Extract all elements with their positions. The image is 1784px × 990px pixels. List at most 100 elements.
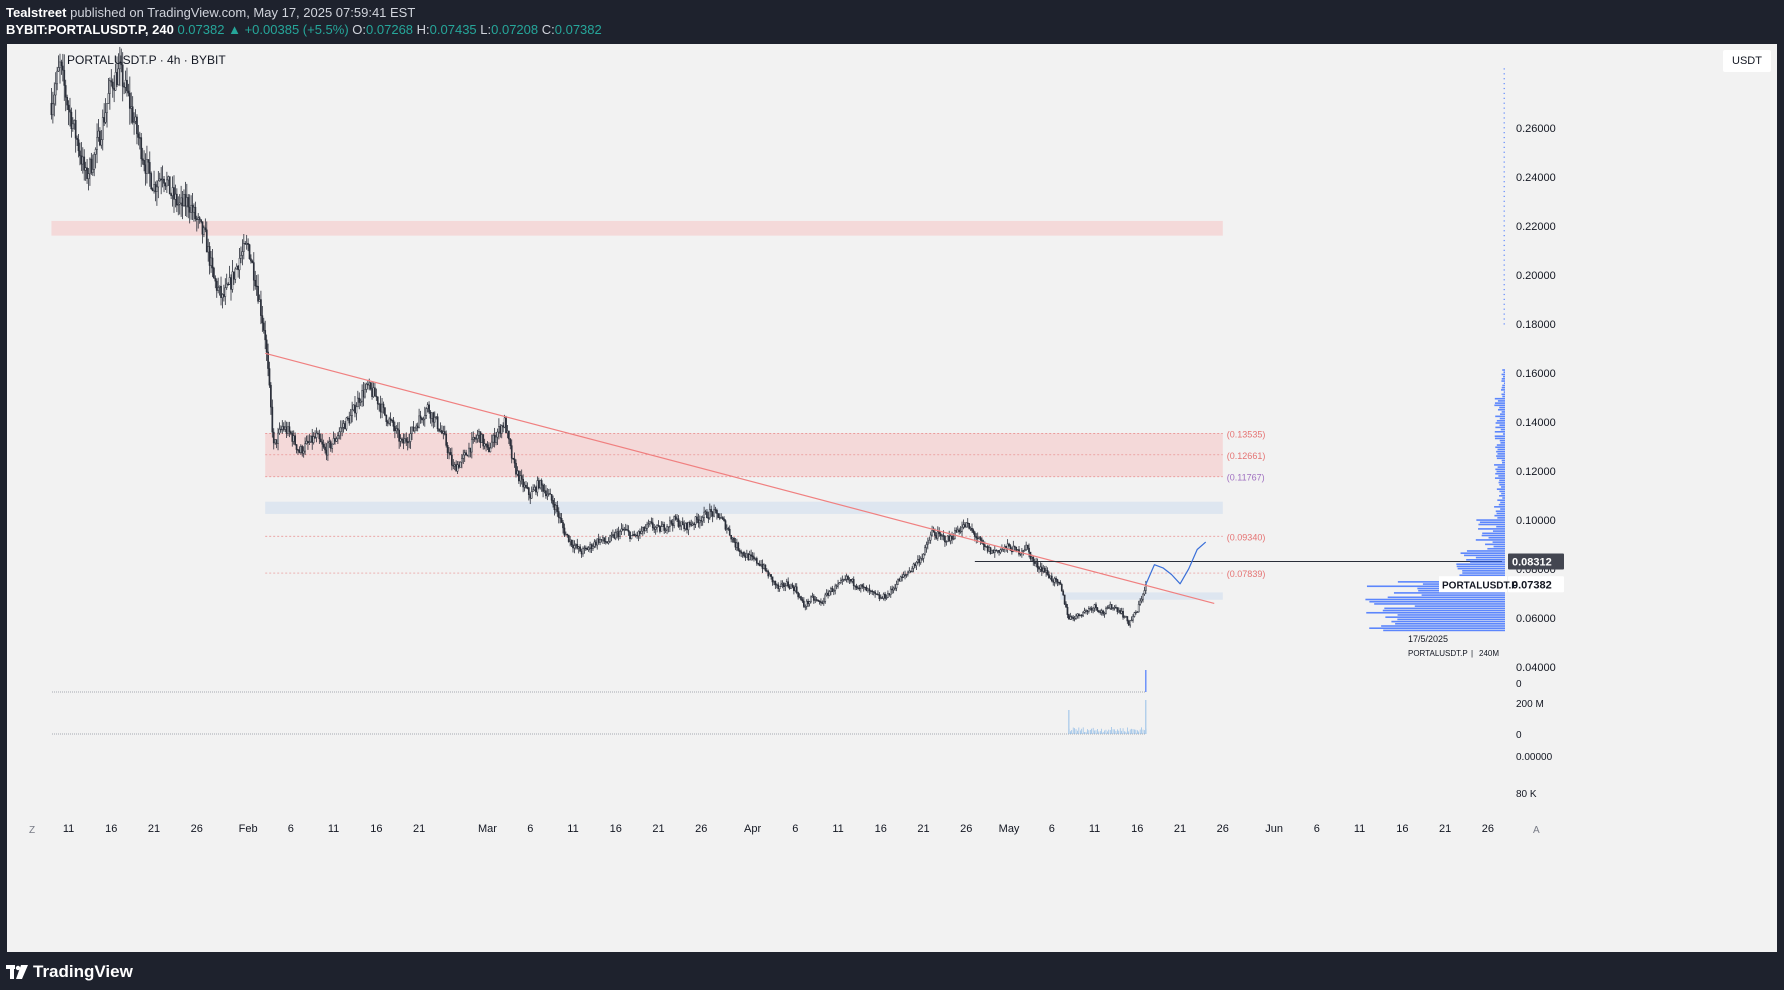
volume-profile-bar: [1503, 122, 1505, 124]
volume-profile-bar: [1495, 472, 1505, 475]
tradingview-logo[interactable]: TradingView: [6, 962, 133, 982]
price-change: +0.00385 (+5.5%): [244, 22, 349, 37]
candle-body: [195, 218, 198, 220]
candle-body: [697, 519, 700, 524]
candle-body: [580, 551, 583, 555]
candle-body: [818, 600, 821, 602]
candle-body: [171, 187, 174, 196]
candle-body: [539, 480, 542, 489]
candle-body: [254, 279, 257, 287]
candle-body: [842, 579, 845, 581]
candle-body: [768, 574, 771, 577]
volume-profile-bar: [1498, 475, 1505, 477]
candle-body: [176, 193, 178, 206]
candle-body: [311, 435, 314, 443]
candle-body: [723, 518, 725, 521]
zone-resistance-0: [51, 220, 1223, 236]
candle-body: [80, 155, 83, 165]
volume-profile-bar: [1495, 446, 1505, 449]
price-badge-1: [1508, 576, 1564, 593]
candle-body: [369, 382, 372, 390]
candle-body: [1035, 562, 1037, 564]
candle-body: [1040, 566, 1043, 572]
candle-body: [884, 593, 886, 599]
candle-body: [458, 464, 460, 468]
candle-body: [486, 444, 489, 448]
candle-body: [270, 384, 272, 408]
candle-body: [59, 61, 61, 68]
candle-body: [89, 158, 91, 175]
candle-body: [737, 542, 740, 551]
candle-body: [406, 441, 409, 444]
candle-body: [455, 464, 457, 472]
candle-body: [908, 570, 911, 574]
candle-body: [636, 534, 638, 537]
candle-body: [101, 117, 104, 140]
info-date: 17/5/2025: [1408, 634, 1448, 644]
candle-body: [422, 418, 425, 421]
x-tick-label: 6: [792, 823, 798, 835]
candle-body: [194, 206, 197, 220]
candle-body: [1126, 616, 1129, 622]
candle-body: [932, 530, 935, 533]
candle-body: [1140, 598, 1143, 602]
author-name[interactable]: Tealstreet: [6, 5, 67, 20]
candle-body: [1133, 612, 1136, 617]
volume-profile-bar: [1501, 486, 1505, 488]
candle-body: [944, 536, 946, 543]
candle-body: [418, 415, 420, 429]
volume-profile-bar: [1476, 519, 1505, 521]
candle-body: [378, 403, 381, 406]
candle-body: [857, 587, 859, 589]
volume-profile-bar: [1494, 464, 1505, 466]
volume-profile-bar: [1501, 393, 1505, 396]
chart-area[interactable]: (0.13535) (0.12661) (0.11767) (0.09340) (0.0…: [7, 44, 1777, 952]
volume-profile-bar: [1503, 318, 1505, 320]
candle-body: [918, 559, 921, 563]
x-tick-label: 26: [695, 823, 707, 835]
price-badge-0: [1508, 553, 1564, 570]
candle-body: [700, 520, 703, 522]
candle-body: [878, 594, 881, 599]
candle-body: [203, 227, 205, 235]
candle-body: [817, 599, 819, 602]
candle-body: [579, 546, 581, 552]
candle-body: [459, 461, 462, 468]
candle-body: [797, 592, 799, 598]
candle-body: [787, 581, 790, 587]
candle-body: [185, 197, 188, 207]
x-tick-label: 16: [370, 823, 382, 835]
candle-body: [319, 438, 322, 443]
x-tick-label: 21: [1439, 823, 1451, 835]
candle-body: [882, 593, 885, 599]
candle-body: [763, 564, 765, 569]
currency-button[interactable]: USDT: [1723, 50, 1771, 72]
candle-body: [1059, 582, 1062, 585]
candle-body: [612, 534, 614, 536]
volume-profile-bar: [1502, 497, 1505, 499]
candle-body: [475, 438, 477, 440]
volume-profile-bar: [1497, 517, 1505, 519]
candle-body: [130, 106, 133, 109]
candle-body: [1127, 620, 1130, 626]
candle-body: [869, 590, 872, 592]
candle-body: [644, 528, 647, 532]
candle-body: [891, 588, 894, 591]
candle-body: [791, 584, 794, 588]
candle-body: [523, 484, 526, 488]
candle-body: [788, 586, 791, 589]
candle-body: [914, 563, 916, 567]
volume-profile-bar: [1503, 288, 1505, 291]
candle-body: [100, 139, 103, 146]
volume-profile-bar: [1462, 570, 1505, 572]
candle-body: [936, 531, 939, 539]
price-chart[interactable]: (0.13535) (0.12661) (0.11767) (0.09340) (0.0…: [7, 44, 1777, 952]
candle-body: [1036, 562, 1039, 569]
candle-body: [594, 541, 597, 546]
volume-profile-bar: [1503, 166, 1505, 168]
high-value: 0.07435: [429, 22, 477, 37]
volume-profile-bar: [1475, 556, 1505, 559]
close-label: C:: [541, 22, 555, 37]
volume-profile-bar: [1495, 422, 1505, 424]
candle-body: [73, 120, 76, 125]
